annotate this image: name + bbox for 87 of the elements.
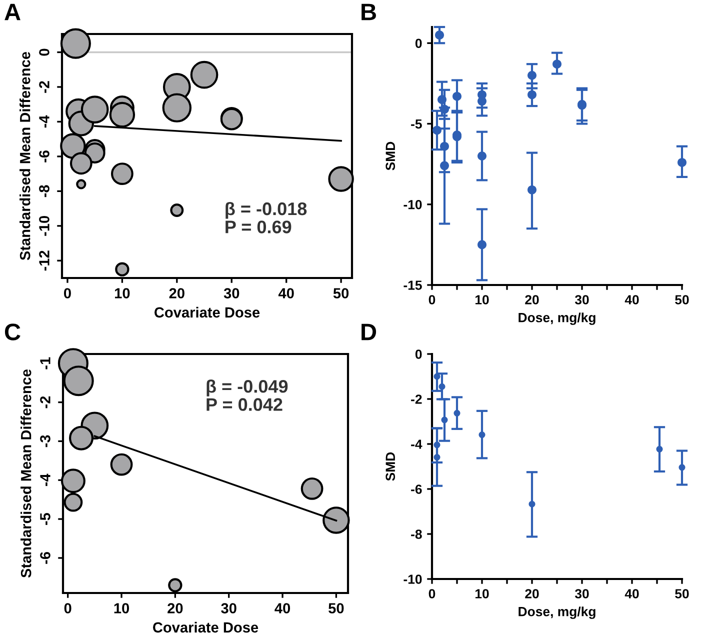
point: [434, 373, 440, 380]
x-tick-label: 20: [525, 589, 539, 598]
point: [478, 240, 486, 250]
y-tick-label: -8: [39, 185, 50, 198]
x-tick-label: 30: [574, 295, 589, 304]
point: [528, 70, 536, 80]
point: [440, 142, 449, 151]
y-tick-label: -3: [40, 435, 50, 448]
annotation: β = -0.049: [206, 380, 288, 396]
y-axis-title: Standardised Mean Difference: [20, 369, 32, 578]
point: [441, 416, 448, 424]
point: [454, 410, 460, 416]
x-tick-label: 10: [475, 295, 489, 304]
y-axis-title: Standardised Mean Difference: [20, 52, 30, 260]
x-tick-label: 30: [574, 589, 589, 598]
y-tick-label: -12: [39, 250, 50, 271]
point: [478, 432, 486, 438]
point: [452, 92, 462, 101]
point: [552, 60, 562, 69]
point: [440, 161, 449, 170]
chart-title: D: [362, 324, 376, 340]
y-tick-label: -6: [411, 484, 422, 494]
x-axis-title: Dose, mg/kg: [518, 312, 596, 325]
x-tick-label: 50: [328, 603, 344, 614]
y-tick-label: -4: [411, 440, 422, 449]
point: [438, 95, 446, 104]
point: [678, 158, 686, 167]
point: [528, 500, 536, 508]
y-tick-label: -4: [39, 115, 50, 128]
point: [434, 442, 440, 448]
y-axis-title: SMD: [386, 452, 396, 481]
point: [435, 30, 444, 40]
x-tick-label: 40: [624, 589, 639, 598]
x-tick-label: 40: [278, 288, 294, 298]
annotation: P = 0.69: [226, 220, 292, 234]
x-tick-label: 30: [224, 288, 240, 298]
x-axis-title: Dose, mg/kg: [518, 606, 596, 619]
y-tick-label: 0: [39, 48, 50, 56]
y-tick-label: 0: [415, 38, 422, 48]
x-tick-label: 10: [114, 288, 130, 298]
y-tick-label: -2: [411, 394, 422, 404]
x-axis-title: Covariate Dose: [153, 622, 258, 633]
point: [656, 446, 663, 452]
point: [528, 185, 536, 194]
y-tick-label: 0: [415, 350, 422, 359]
x-tick-label: 50: [675, 295, 689, 304]
x-tick-label: 30: [221, 603, 236, 614]
y-tick-label: -6: [40, 552, 50, 564]
x-tick-label: 40: [274, 603, 290, 614]
y-tick-label: -4: [40, 474, 50, 486]
y-tick-label: -10: [404, 200, 422, 210]
point: [478, 96, 486, 106]
x-tick-label: 20: [169, 288, 184, 298]
x-axis-title: Covariate Dose: [154, 306, 260, 318]
x-tick-label: 50: [333, 288, 349, 298]
y-tick-label: -10: [39, 216, 50, 236]
point: [438, 383, 446, 390]
point: [678, 464, 686, 471]
point: [478, 152, 486, 160]
x-tick-label: 20: [168, 603, 183, 614]
y-tick-label: -2: [40, 396, 50, 408]
x-tick-label: 10: [114, 603, 130, 614]
chart-title: A: [4, 4, 20, 20]
point: [432, 126, 442, 135]
chart-title: B: [362, 4, 376, 20]
y-tick-label: -10: [404, 574, 422, 584]
point: [434, 454, 440, 461]
y-tick-label: -8: [411, 530, 422, 539]
y-tick-label: -6: [39, 150, 50, 162]
annotation: β = -0.018: [226, 202, 307, 219]
y-tick-label: -15: [404, 280, 422, 290]
point: [528, 90, 536, 100]
y-tick-label: -5: [40, 512, 50, 525]
annotation: P = 0.042: [206, 398, 282, 411]
y-tick-label: -5: [411, 119, 422, 129]
x-tick-label: 0: [64, 288, 71, 298]
x-tick-label: 0: [428, 589, 436, 598]
x-tick-label: 50: [675, 589, 689, 598]
y-tick-label: -1: [40, 357, 50, 370]
x-tick-label: 20: [525, 295, 539, 304]
chart-title: C: [4, 324, 20, 340]
y-axis-title: SMD: [386, 142, 396, 170]
y-tick-label: -2: [39, 81, 50, 93]
x-tick-label: 0: [64, 603, 72, 614]
x-tick-label: 40: [624, 295, 639, 304]
x-tick-label: 0: [428, 295, 436, 304]
x-tick-label: 10: [475, 589, 489, 598]
